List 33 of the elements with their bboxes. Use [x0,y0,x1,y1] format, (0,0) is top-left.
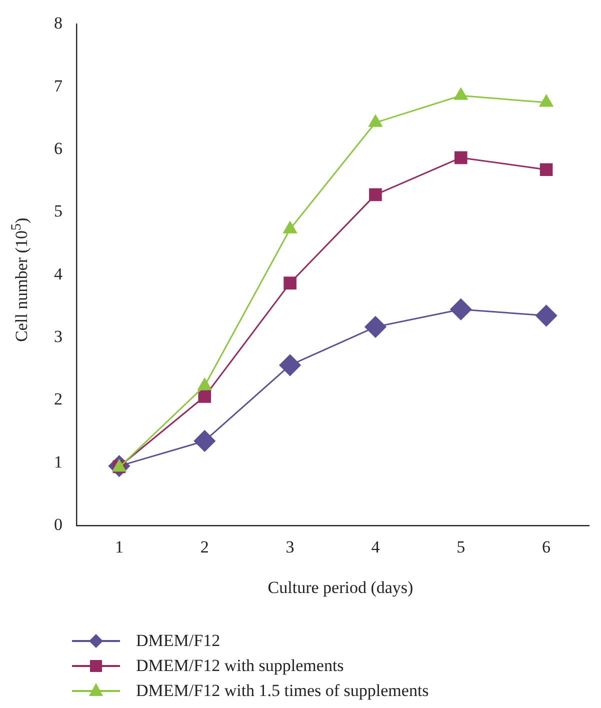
legend-label: DMEM/F12 with supplements [136,656,344,676]
point [364,316,386,338]
x-tick-label: 4 [371,537,380,556]
point [450,298,472,320]
point [536,304,558,326]
legend-label: DMEM/F12 with 1.5 times of supplements [136,680,429,700]
x-tick-label: 2 [200,537,209,556]
y-tick-label: 7 [54,76,63,96]
point [283,221,297,234]
point [368,114,382,127]
point [539,94,554,107]
x-tick-label: 1 [114,537,124,556]
point [369,188,382,202]
y-tick-label: 3 [54,327,62,346]
point [540,163,553,176]
y-tick-label: 1 [54,452,62,472]
x-tick-label: 6 [542,537,551,556]
point [194,430,216,452]
x-tick-label: 3 [286,537,294,556]
x-tick-label: 5 [456,537,466,556]
point [279,354,301,376]
y-tick-label: 5 [54,202,62,221]
point [198,390,212,403]
y-tick-label: 4 [54,264,63,284]
y-tick-label: 0 [54,515,62,534]
point [284,276,296,290]
x-axis-title: Culture period (days) [266,578,414,598]
point [454,88,468,100]
legend-label: DMEM/F12 [136,630,220,650]
y-tick-label: 2 [54,390,62,409]
point [454,151,468,164]
y-tick-label: 6 [54,139,62,158]
y-tick-label: 8 [54,14,62,33]
